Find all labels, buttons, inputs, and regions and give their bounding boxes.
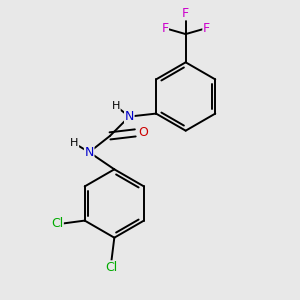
- Text: N: N: [85, 146, 94, 159]
- Text: Cl: Cl: [105, 261, 118, 274]
- Text: N: N: [124, 110, 134, 123]
- Text: F: F: [182, 7, 189, 20]
- Text: F: F: [203, 22, 210, 34]
- Text: O: O: [139, 126, 148, 140]
- Text: H: H: [112, 101, 120, 111]
- Text: H: H: [70, 138, 79, 148]
- Text: F: F: [161, 22, 168, 34]
- Text: Cl: Cl: [51, 217, 63, 230]
